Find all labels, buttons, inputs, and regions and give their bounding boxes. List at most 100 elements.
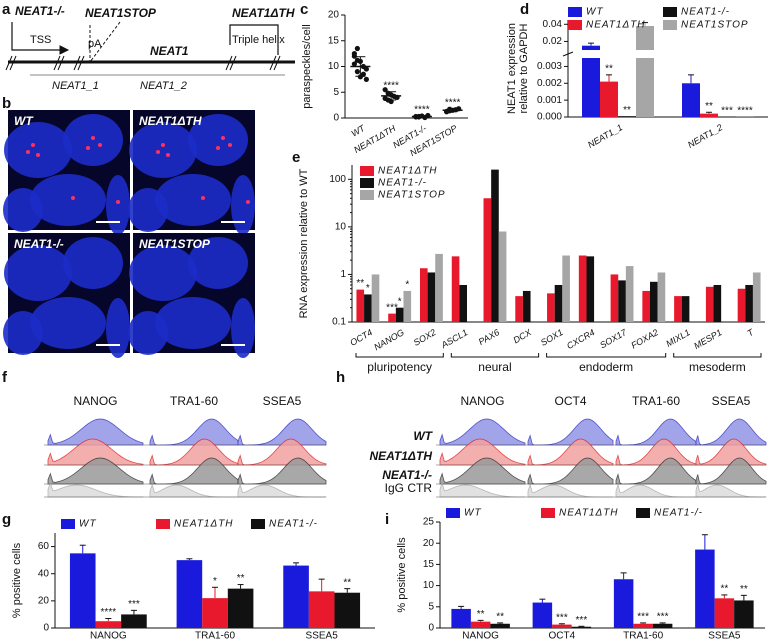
significance: **	[477, 609, 485, 620]
y-tick-label: 100	[329, 174, 346, 185]
bar	[636, 26, 654, 50]
significance: ***	[657, 612, 669, 623]
legend-label: NEAT1ΔTH	[586, 20, 646, 31]
legend-swatch	[360, 178, 374, 188]
significance: ***	[556, 612, 568, 623]
significance: *	[398, 296, 402, 307]
y-tick-label: 20	[38, 595, 50, 606]
bar	[395, 307, 404, 322]
nucleus	[106, 298, 130, 358]
bar	[705, 286, 714, 322]
legend-swatch	[360, 190, 374, 200]
legend-label: WT	[79, 519, 97, 530]
bar	[435, 253, 443, 322]
group-label: pluripotency	[367, 360, 432, 374]
nucleus	[128, 188, 168, 232]
x-tick-label: NANOG	[372, 327, 406, 352]
legend-label: NEAT1-/-	[269, 519, 318, 530]
y-tick-label: 20	[423, 538, 435, 549]
legend-swatch	[251, 519, 265, 529]
histogram	[47, 418, 144, 446]
bar	[69, 553, 96, 628]
bar	[618, 280, 626, 322]
y-tick-label: 60	[38, 541, 50, 552]
histogram	[695, 438, 767, 466]
panel-label: b	[2, 95, 11, 112]
bar	[515, 296, 523, 322]
y-axis-label: paraspeckles/cell	[301, 24, 313, 108]
nucleus	[231, 175, 255, 235]
x-tick-label: SOX2	[412, 327, 438, 348]
nucleus	[155, 297, 231, 349]
legend-label: NEAT1-/-	[654, 508, 703, 519]
x-tick-label: DCX	[511, 327, 533, 346]
bar	[713, 284, 722, 322]
nucleus	[129, 122, 197, 178]
significance: *	[405, 280, 409, 291]
data-point	[382, 87, 388, 93]
bar	[95, 621, 122, 628]
legend-swatch	[446, 508, 460, 518]
bar	[752, 272, 761, 322]
y-tick-label: 0.003	[537, 61, 562, 72]
bar	[633, 623, 653, 628]
x-tick-label: SSEA5	[708, 631, 741, 642]
bar	[451, 608, 471, 628]
legend-swatch	[663, 20, 677, 30]
y-tick-label: 0.02	[543, 36, 563, 47]
x-tick-label: WT	[349, 122, 367, 138]
histogram	[237, 418, 327, 446]
column-label: OCT4	[554, 394, 586, 408]
histogram	[237, 483, 327, 498]
histogram	[695, 457, 767, 485]
nucleus	[4, 245, 72, 301]
nucleus	[4, 122, 72, 178]
legend-swatch	[568, 7, 582, 17]
y-tick-label: 5	[428, 601, 434, 612]
diagram-text: Triple helix	[232, 34, 285, 46]
bar	[657, 272, 666, 322]
row-label: NEAT1-/-	[382, 468, 432, 482]
legend-swatch	[636, 508, 650, 518]
bar	[403, 290, 412, 322]
bar	[613, 579, 634, 628]
histogram	[149, 483, 239, 498]
legend-swatch	[663, 7, 677, 17]
histogram	[237, 438, 327, 466]
paraspeckle	[221, 136, 225, 140]
bar	[600, 81, 618, 117]
panel-label: i	[385, 511, 389, 528]
bar	[490, 623, 510, 628]
significance: ***	[386, 302, 398, 313]
group-bracket	[546, 353, 667, 358]
paraspeckle	[246, 200, 250, 204]
axis-break	[562, 51, 574, 57]
diagram-text: pA	[88, 38, 102, 50]
nucleus	[129, 245, 197, 301]
histogram	[615, 418, 697, 446]
bar	[582, 58, 600, 117]
significance: ***	[576, 615, 588, 626]
histogram	[439, 438, 526, 466]
significance: **	[605, 63, 613, 74]
y-tick-label: 0.04	[543, 19, 563, 30]
bar	[522, 290, 531, 322]
group-bracket	[355, 353, 444, 358]
bar	[388, 313, 396, 322]
y-tick-label: 10	[328, 61, 340, 72]
bar	[625, 266, 634, 322]
significance: **	[705, 101, 713, 112]
group-label: neural	[478, 360, 511, 374]
histogram	[47, 438, 144, 466]
paraspeckle	[26, 150, 30, 154]
significance: ****	[737, 105, 753, 116]
significance: **	[237, 573, 245, 584]
paraspeckle	[98, 143, 102, 147]
panel-label: e	[292, 149, 300, 166]
bar	[459, 284, 468, 322]
x-tick-label: CXCR4	[565, 327, 596, 351]
y-tick-label: 1	[340, 269, 346, 280]
legend-label: NEAT1-/-	[681, 7, 730, 18]
histogram	[47, 457, 144, 485]
